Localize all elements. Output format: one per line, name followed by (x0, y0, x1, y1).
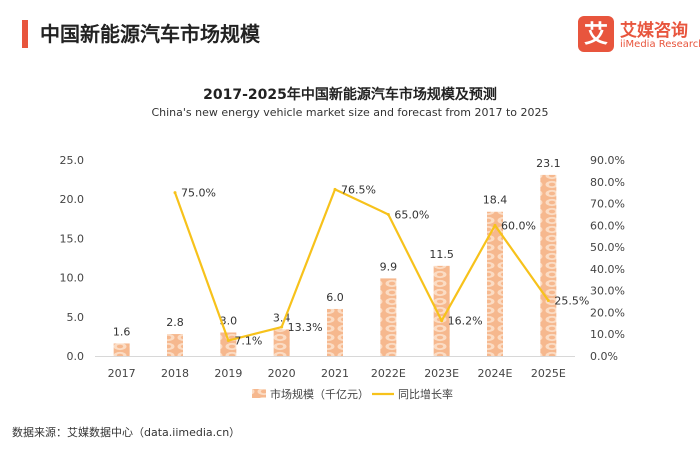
logo-text-en: iiMedia Research (620, 39, 700, 50)
bar-2020 (273, 329, 290, 356)
growth-rate-line (173, 188, 550, 342)
x-tick-label: 2022E (371, 367, 406, 380)
growth-value-label: 7.1% (234, 335, 262, 348)
growth-value-label: 65.0% (394, 208, 429, 221)
y-right-tick-label: 50.0% (590, 241, 625, 254)
bar-value-label: 1.6 (113, 325, 131, 338)
growth-point-2023E (440, 319, 444, 323)
y-left-tick-label: 10.0 (60, 272, 85, 285)
bar-value-label: 3.0 (220, 314, 238, 327)
y-left-tick-label: 25.0 (60, 154, 85, 167)
bar-value-label: 9.9 (380, 260, 398, 273)
y-right-tick-label: 90.0% (590, 154, 625, 167)
y-right-tick-label: 80.0% (590, 176, 625, 189)
growth-value-label: 16.2% (448, 315, 483, 328)
y-left-tick-label: 5.0 (67, 311, 85, 324)
legend-bar-label: 市场规模（千亿元） (270, 387, 369, 401)
bar-2024E (487, 211, 503, 356)
growth-value-label: 75.0% (181, 187, 216, 200)
legend-bar-swatch (252, 389, 266, 398)
y-left-tick-label: 15.0 (60, 232, 85, 245)
growth-point-2018 (173, 191, 177, 195)
page-title: 中国新能源汽车市场规模 (40, 22, 260, 46)
x-tick-label: 2023E (424, 367, 459, 380)
x-tick-label: 2021 (321, 367, 349, 380)
header: 中国新能源汽车市场规模 艾 艾媒咨询 iiMedia Research (0, 0, 700, 70)
growth-point-2025E (546, 298, 550, 302)
bar-value-label: 23.1 (536, 157, 561, 170)
bar-value-label: 18.4 (483, 194, 508, 207)
title-accent-bar (22, 20, 28, 48)
iimedia-logo: 艾 艾媒咨询 iiMedia Research (578, 14, 700, 56)
bar-2025E (540, 174, 557, 356)
bar-2018 (167, 334, 183, 356)
y-right-tick-label: 20.0% (590, 306, 625, 319)
y-right-tick-label: 30.0% (590, 285, 625, 298)
x-tick-label: 2024E (478, 367, 513, 380)
bar-value-label: 2.8 (166, 316, 184, 329)
logo-mark-icon: 艾 (578, 16, 614, 52)
bar-2019 (220, 332, 237, 356)
growth-value-label: 60.0% (501, 219, 536, 232)
y-right-tick-label: 70.0% (590, 198, 625, 211)
y-right-tick-label: 0.0% (590, 350, 618, 363)
bar-value-label: 11.5 (429, 248, 454, 261)
bar-2023E (433, 265, 450, 356)
growth-point-2022E (386, 212, 390, 216)
chart-subtitle: China's new energy vehicle market size a… (151, 106, 549, 119)
legend-line-label: 同比增长率 (398, 387, 453, 401)
x-tick-label: 2025E (531, 367, 566, 380)
logo-text-cn: 艾媒咨询 (620, 21, 688, 41)
bar-2017 (113, 343, 130, 356)
growth-value-label: 25.5% (554, 294, 589, 307)
growth-value-label: 76.5% (341, 183, 376, 196)
growth-point-2024E (493, 223, 497, 227)
x-tick-label: 2020 (268, 367, 296, 380)
bar-2021 (327, 308, 343, 356)
y-right-tick-label: 60.0% (590, 219, 625, 232)
x-tick-label: 2017 (108, 367, 136, 380)
y-right-tick-label: 10.0% (590, 328, 625, 341)
data-source: 数据来源：艾媒数据中心（data.iimedia.cn） (12, 426, 241, 439)
bar-value-label: 6.0 (326, 291, 344, 304)
growth-point-2021 (333, 187, 337, 191)
bar-2022E (380, 278, 397, 356)
y-left-tick-label: 20.0 (60, 193, 85, 206)
x-tick-label: 2018 (161, 367, 189, 380)
y-right-tick-label: 40.0% (590, 263, 625, 276)
growth-point-2019 (226, 339, 230, 343)
chart-title: 2017-2025年中国新能源汽车市场规模及预测 (203, 87, 497, 103)
y-left-tick-label: 0.0 (67, 350, 85, 363)
growth-value-label: 13.3% (288, 321, 323, 334)
growth-point-2020 (280, 325, 284, 329)
x-tick-label: 2019 (214, 367, 242, 380)
